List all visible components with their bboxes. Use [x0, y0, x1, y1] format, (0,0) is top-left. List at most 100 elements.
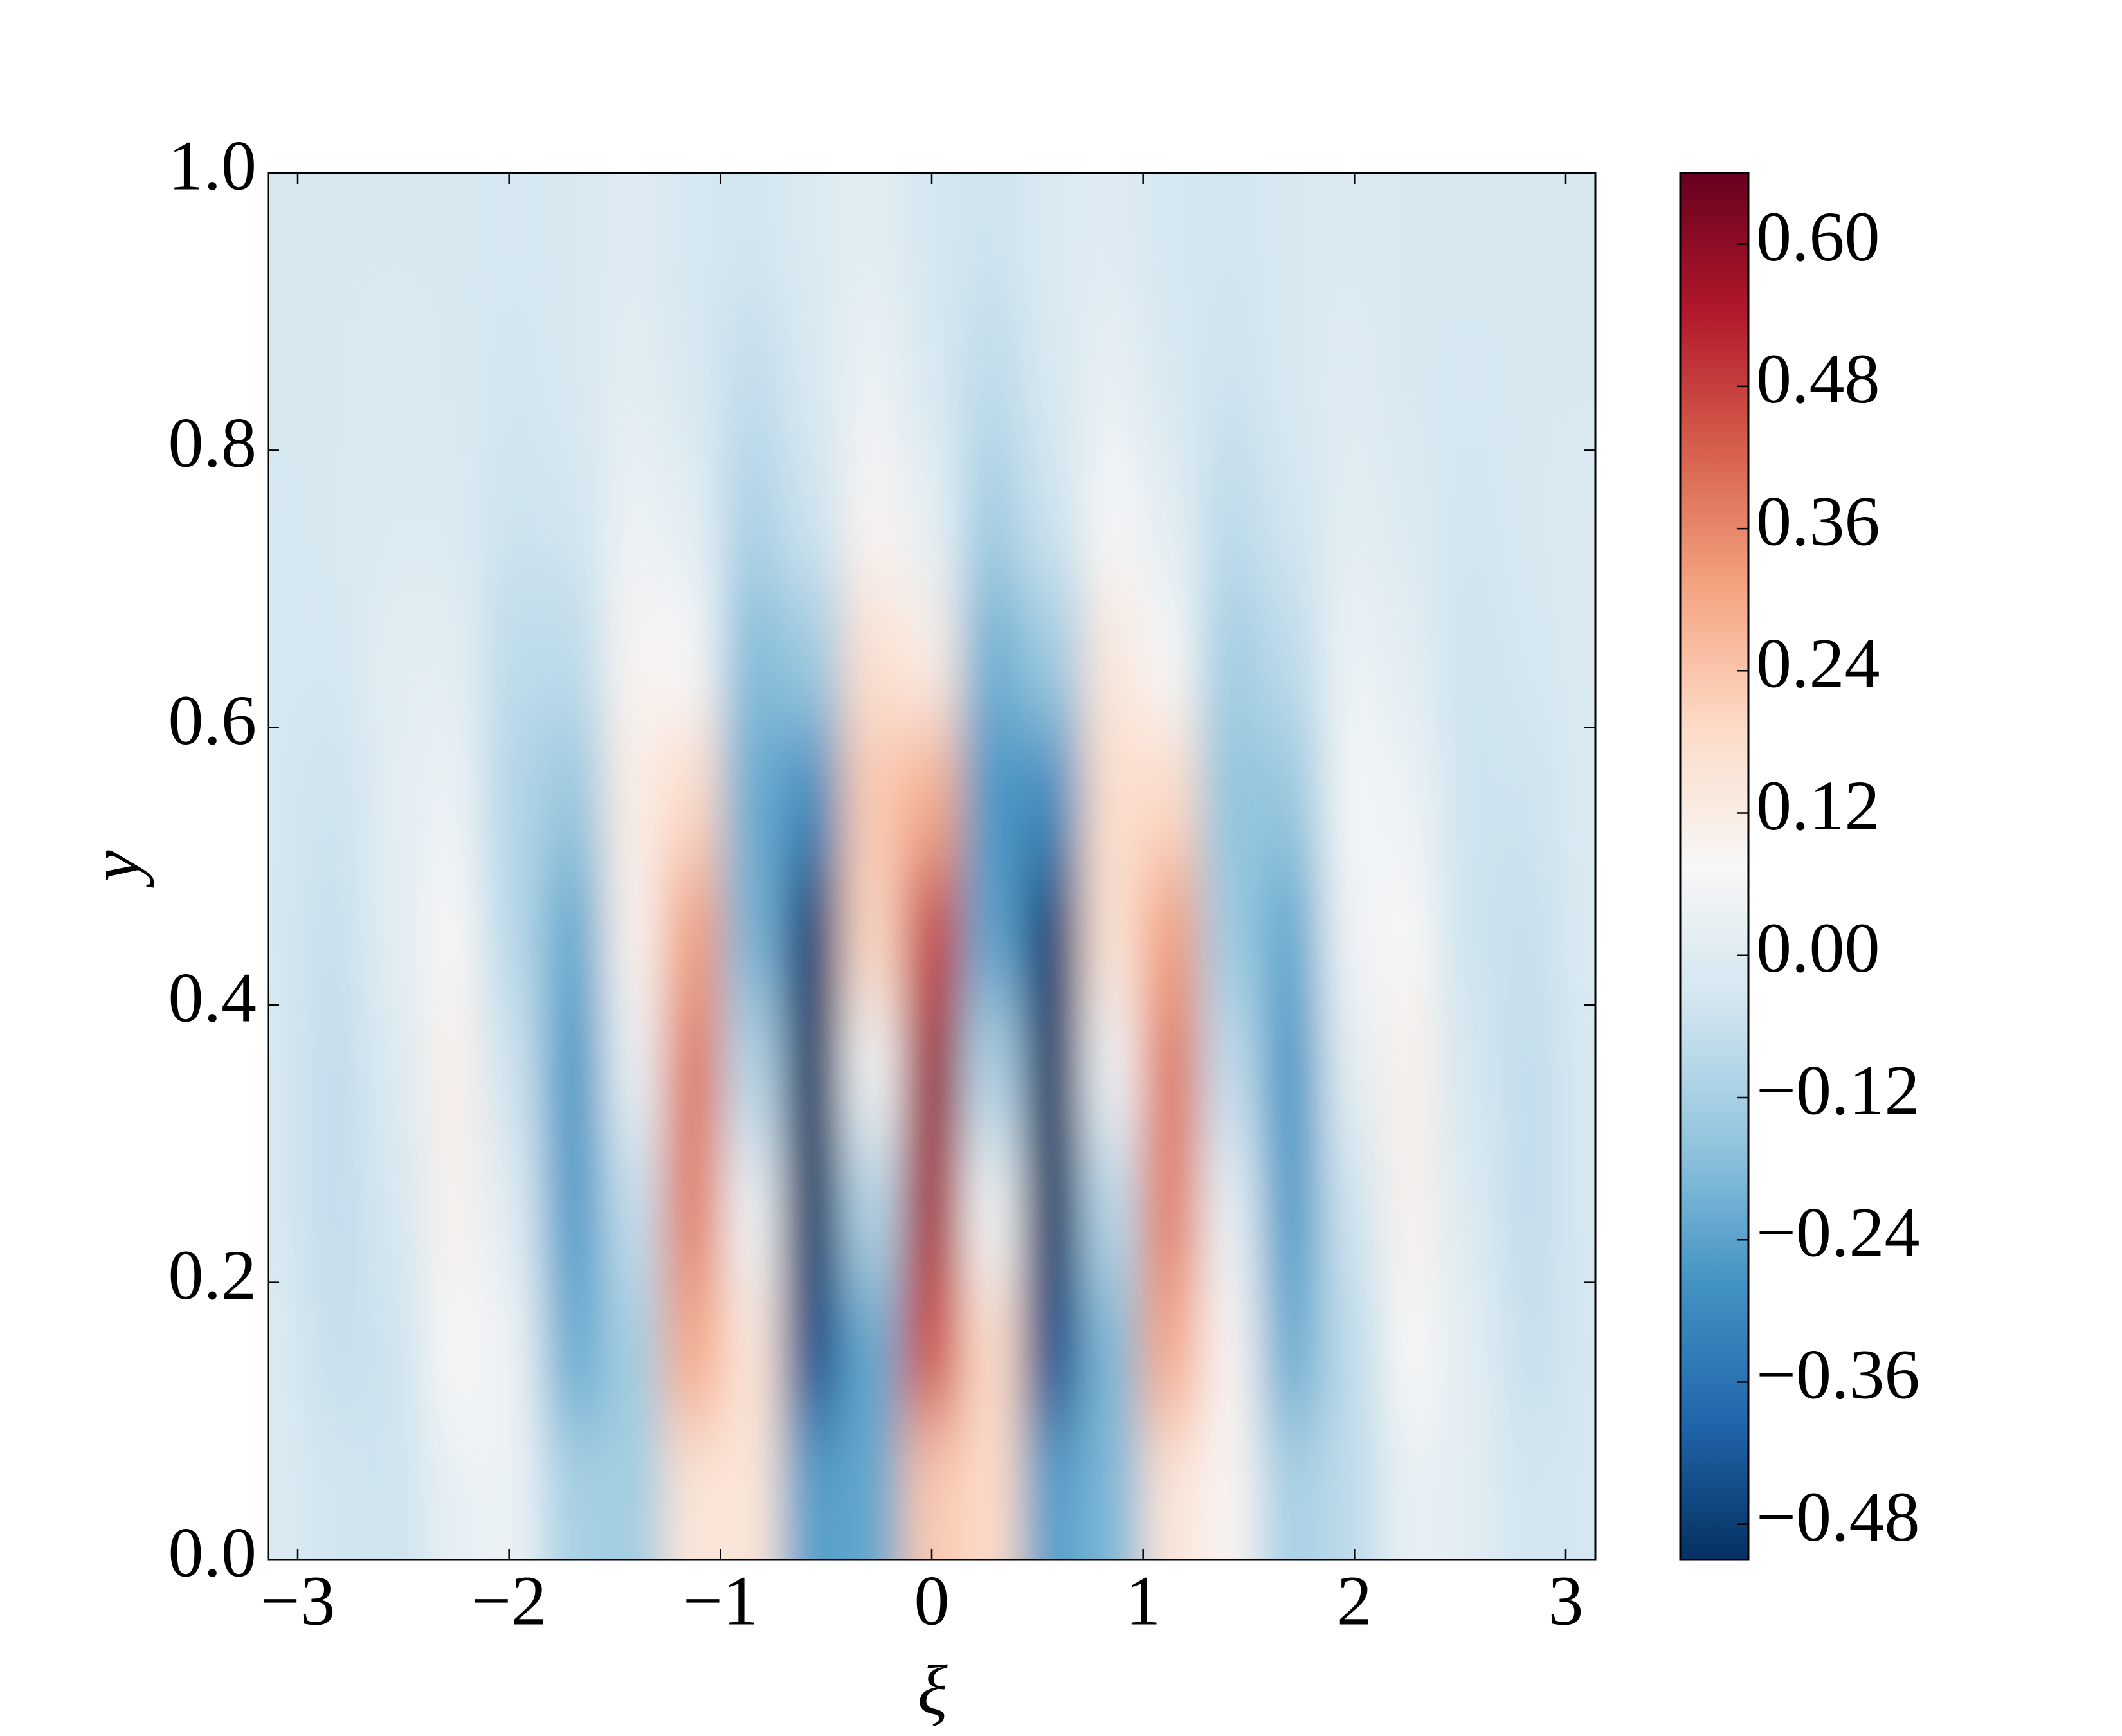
contour-cell — [603, 1005, 664, 1144]
contour-cell — [268, 311, 305, 451]
contour-cell — [1260, 1421, 1321, 1560]
contour-cell — [1021, 311, 1083, 451]
contour-cell — [781, 866, 843, 1006]
contour-cell — [364, 1143, 426, 1283]
contour-cell — [424, 727, 485, 867]
contour-cell — [1021, 1005, 1083, 1144]
contour-cell — [1320, 311, 1381, 451]
contour-cell — [268, 173, 305, 312]
contour-cell — [1438, 866, 1500, 1006]
contour-cell — [1021, 727, 1083, 867]
contour-cell — [1082, 450, 1142, 590]
contour-field — [268, 173, 1595, 1560]
contour-cell — [304, 1143, 365, 1283]
contour-cell — [781, 450, 843, 590]
contour-cell — [1559, 1282, 1595, 1422]
contour-cell — [268, 1143, 305, 1283]
contour-cell — [902, 1421, 963, 1560]
contour-cell — [902, 450, 963, 590]
contour-cell — [424, 1421, 485, 1560]
contour-cell — [1021, 589, 1083, 728]
contour-cell — [603, 1143, 664, 1283]
contour-cell — [961, 1005, 1022, 1144]
contour-cell — [364, 1282, 426, 1422]
contour-cell — [663, 1005, 723, 1144]
contour-cell — [268, 866, 305, 1006]
contour-cell — [364, 866, 426, 1006]
contour-cell — [722, 311, 783, 451]
contour-cell — [484, 311, 544, 451]
contour-cell — [543, 1005, 604, 1144]
contour-cell — [543, 173, 604, 312]
contour-cell — [1082, 1282, 1142, 1422]
contour-cell — [1200, 1282, 1262, 1422]
contour-cell — [1379, 311, 1440, 451]
contour-cell — [1499, 1005, 1561, 1144]
contour-cell — [424, 173, 485, 312]
contour-cell — [1559, 866, 1595, 1006]
contour-cell — [1141, 1282, 1201, 1422]
contour-cell — [722, 1143, 783, 1283]
contour-cell — [424, 311, 485, 451]
contour-cell — [1499, 450, 1561, 590]
colorbar-tick-label: 0.00 — [1756, 909, 1880, 987]
contour-cell — [1559, 1005, 1595, 1144]
contour-cell — [1438, 589, 1500, 728]
contour-cell — [543, 1143, 604, 1283]
contour-cell — [484, 1421, 544, 1560]
contour-cell — [1320, 589, 1381, 728]
contour-cell — [663, 173, 723, 312]
contour-cell — [304, 450, 365, 590]
contour-cell — [1438, 1282, 1500, 1422]
contour-cell — [1379, 727, 1440, 867]
contour-cell — [364, 450, 426, 590]
colorbar — [1679, 172, 1750, 1561]
contour-cell — [1141, 1005, 1201, 1144]
colorbar-tick-label: −0.24 — [1756, 1193, 1920, 1271]
contour-cell — [543, 1282, 604, 1422]
colorbar-tick-label: −0.12 — [1756, 1051, 1920, 1129]
y-axis-label: y — [75, 850, 154, 888]
contour-cell — [663, 589, 723, 728]
contour-cell — [1559, 450, 1595, 590]
contour-cell — [1141, 311, 1201, 451]
contour-cell — [364, 311, 426, 451]
y-tick-label: 0.4 — [168, 958, 257, 1036]
contour-cell — [543, 311, 604, 451]
contour-cell — [1499, 311, 1561, 451]
contour-cell — [1438, 311, 1500, 451]
y-tick-label: 0.6 — [168, 681, 257, 759]
colorbar-tick-label: 0.12 — [1756, 766, 1880, 845]
contour-cell — [722, 589, 783, 728]
contour-cell — [1200, 311, 1262, 451]
contour-cell — [304, 727, 365, 867]
contour-cell — [268, 1282, 305, 1422]
contour-cell — [1082, 727, 1142, 867]
contour-cell — [1379, 1282, 1440, 1422]
contour-cell — [424, 1282, 485, 1422]
x-axis-label: ξ — [917, 1650, 948, 1729]
contour-cell — [1082, 311, 1142, 451]
contour-cell — [1200, 173, 1262, 312]
colorbar-tick-label: 0.36 — [1756, 482, 1880, 560]
contour-cell — [1379, 450, 1440, 590]
contour-cell — [1559, 311, 1595, 451]
contour-cell — [1200, 1143, 1262, 1283]
contour-cell — [1082, 1143, 1142, 1283]
contour-cell — [1141, 589, 1201, 728]
contour-cell — [1141, 173, 1201, 312]
contour-cell — [268, 1005, 305, 1144]
contour-cell — [902, 866, 963, 1006]
contour-cell — [663, 311, 723, 451]
x-tick-label: 2 — [1337, 1561, 1372, 1640]
contour-cell — [364, 727, 426, 867]
contour-cell — [364, 1005, 426, 1144]
contour-cell — [268, 450, 305, 590]
contour-cell — [1438, 727, 1500, 867]
contour-cell — [424, 450, 485, 590]
contour-cell — [1320, 727, 1381, 867]
contour-cell — [1320, 450, 1381, 590]
contour-cell — [663, 450, 723, 590]
contour-cell — [268, 727, 305, 867]
